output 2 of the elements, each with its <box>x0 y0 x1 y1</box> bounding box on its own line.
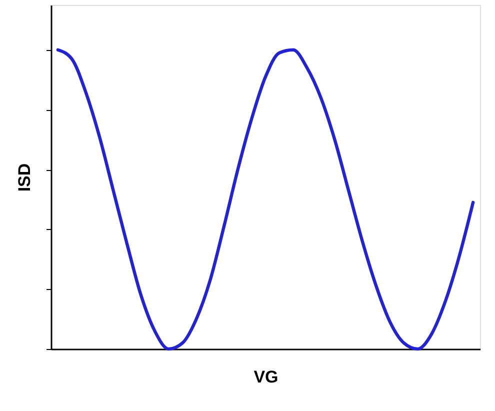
y-axis-title: ISD <box>15 163 34 192</box>
x-axis-title: VG <box>254 368 278 386</box>
